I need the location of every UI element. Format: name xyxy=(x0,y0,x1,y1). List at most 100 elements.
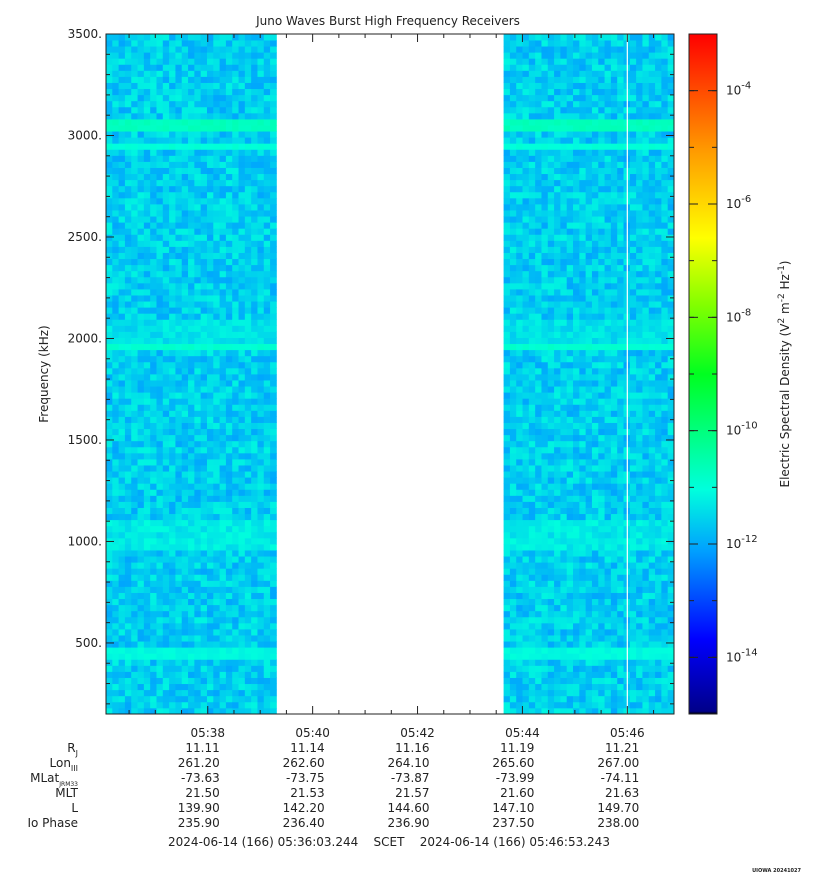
heatmap-cell xyxy=(143,355,151,363)
heatmap-cell xyxy=(591,507,599,515)
heatmap-cell xyxy=(541,629,549,636)
heatmap-cell xyxy=(175,519,183,527)
heatmap-cell xyxy=(560,659,568,666)
heatmap-cell xyxy=(188,471,195,478)
heatmap-cell xyxy=(131,622,138,630)
heatmap-cell xyxy=(219,58,227,65)
heatmap-cell xyxy=(573,501,580,508)
heatmap-cell xyxy=(585,568,593,575)
heatmap-cell xyxy=(106,173,113,181)
heatmap-cell xyxy=(516,264,523,272)
heatmap-cell xyxy=(206,161,214,168)
heatmap-cell xyxy=(604,507,612,515)
heatmap-cell xyxy=(528,556,536,563)
heatmap-cell xyxy=(516,416,523,423)
heatmap-cell xyxy=(200,270,208,278)
heatmap-cell xyxy=(188,361,195,369)
heatmap-cell xyxy=(541,46,549,53)
heatmap-cell xyxy=(206,598,214,606)
heatmap-cell xyxy=(522,562,530,569)
heatmap-cell xyxy=(124,313,132,320)
heatmap-cell xyxy=(124,659,132,666)
heatmap-cell xyxy=(554,343,561,351)
heatmap-cell xyxy=(150,513,157,521)
heatmap-cell xyxy=(162,380,170,387)
heatmap-cell xyxy=(232,355,239,363)
heatmap-cell xyxy=(251,568,258,575)
heatmap-cell xyxy=(610,531,618,539)
heatmap-cell xyxy=(169,537,176,545)
heatmap-cell xyxy=(503,604,511,612)
heatmap-cell xyxy=(137,46,145,53)
heatmap-cell xyxy=(232,659,239,666)
heatmap-cell xyxy=(162,46,170,53)
heatmap-cell xyxy=(541,459,549,466)
heatmap-cell xyxy=(566,592,574,600)
heatmap-cell xyxy=(188,161,195,168)
heatmap-cell xyxy=(560,410,568,417)
heatmap-cell xyxy=(188,519,195,527)
heatmap-cell xyxy=(156,325,164,332)
heatmap-cell xyxy=(522,471,530,478)
heatmap-cell xyxy=(244,416,252,423)
heatmap-cell xyxy=(137,234,145,241)
heatmap-cell xyxy=(225,252,233,260)
heatmap-cell xyxy=(112,477,120,484)
heatmap-cell xyxy=(213,325,220,332)
heatmap-cell xyxy=(206,82,214,90)
heatmap-cell xyxy=(585,374,593,381)
heatmap-cell xyxy=(162,282,170,290)
heatmap-cell xyxy=(535,197,542,205)
heatmap-cell xyxy=(143,489,151,496)
heatmap-cell xyxy=(566,119,574,126)
heatmap-cell xyxy=(509,355,517,363)
heatmap-cell xyxy=(206,173,214,181)
heatmap-cell xyxy=(251,119,258,126)
heatmap-cell xyxy=(206,416,214,423)
heatmap-cell xyxy=(137,598,145,606)
heatmap-cell xyxy=(124,282,132,290)
heatmap-cell xyxy=(137,707,145,714)
heatmap-cell xyxy=(522,216,530,223)
heatmap-cell xyxy=(516,234,523,241)
heatmap-cell xyxy=(213,471,220,478)
heatmap-cell xyxy=(554,149,561,156)
heatmap-cell xyxy=(554,355,561,363)
heatmap-cell xyxy=(547,465,555,472)
heatmap-cell xyxy=(566,489,574,496)
heatmap-cell xyxy=(150,155,157,162)
heatmap-cell xyxy=(610,574,618,581)
heatmap-cell xyxy=(516,94,523,102)
heatmap-cell xyxy=(238,34,246,41)
heatmap-cell xyxy=(270,629,277,636)
heatmap-cell xyxy=(175,301,183,308)
heatmap-cell xyxy=(591,562,599,569)
heatmap-cell xyxy=(238,191,246,199)
heatmap-cell xyxy=(554,64,561,71)
heatmap-cell xyxy=(200,216,208,223)
heatmap-cell xyxy=(175,665,183,672)
heatmap-cell xyxy=(169,301,176,308)
heatmap-cell xyxy=(213,125,220,132)
heatmap-cell xyxy=(573,592,580,600)
heatmap-cell xyxy=(219,167,227,175)
heatmap-cell xyxy=(106,270,113,278)
heatmap-cell xyxy=(162,695,170,703)
heatmap-cell xyxy=(573,610,580,618)
heatmap-cell xyxy=(124,434,132,442)
heatmap-cell xyxy=(263,191,271,199)
heatmap-cell xyxy=(143,683,151,691)
heatmap-cell xyxy=(124,246,132,253)
heatmap-cell xyxy=(503,125,511,132)
heatmap-cell xyxy=(206,222,214,229)
heatmap-cell xyxy=(610,513,618,521)
heatmap-cell xyxy=(143,665,151,672)
heatmap-cell xyxy=(251,398,258,405)
heatmap-cell xyxy=(579,374,587,381)
heatmap-cell xyxy=(244,234,252,241)
heatmap-cell xyxy=(591,222,599,229)
heatmap-cell xyxy=(535,440,542,448)
heatmap-cell xyxy=(188,313,195,320)
heatmap-cell xyxy=(610,707,618,714)
heatmap-cell xyxy=(566,94,574,102)
